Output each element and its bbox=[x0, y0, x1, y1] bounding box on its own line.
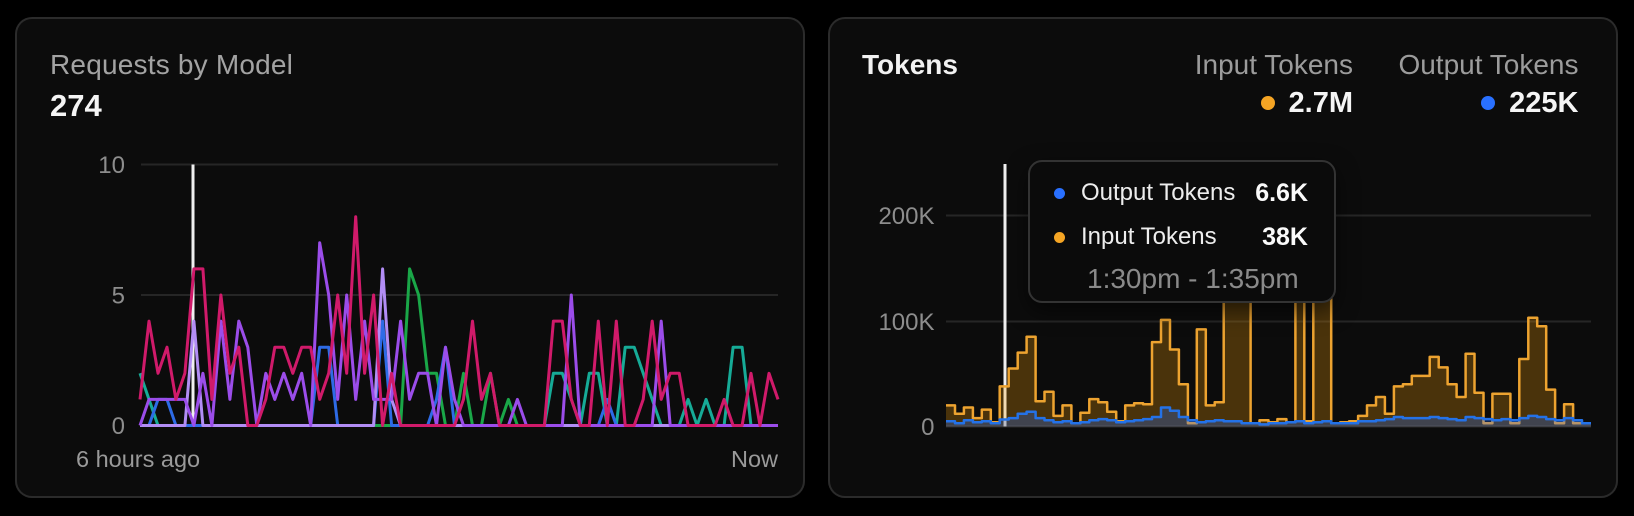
svg-text:10: 10 bbox=[98, 152, 125, 179]
svg-text:0: 0 bbox=[112, 413, 125, 440]
svg-text:200K: 200K bbox=[878, 203, 934, 230]
svg-text:100K: 100K bbox=[878, 309, 934, 336]
svg-text:0: 0 bbox=[921, 414, 934, 441]
svg-text:5: 5 bbox=[112, 283, 125, 310]
